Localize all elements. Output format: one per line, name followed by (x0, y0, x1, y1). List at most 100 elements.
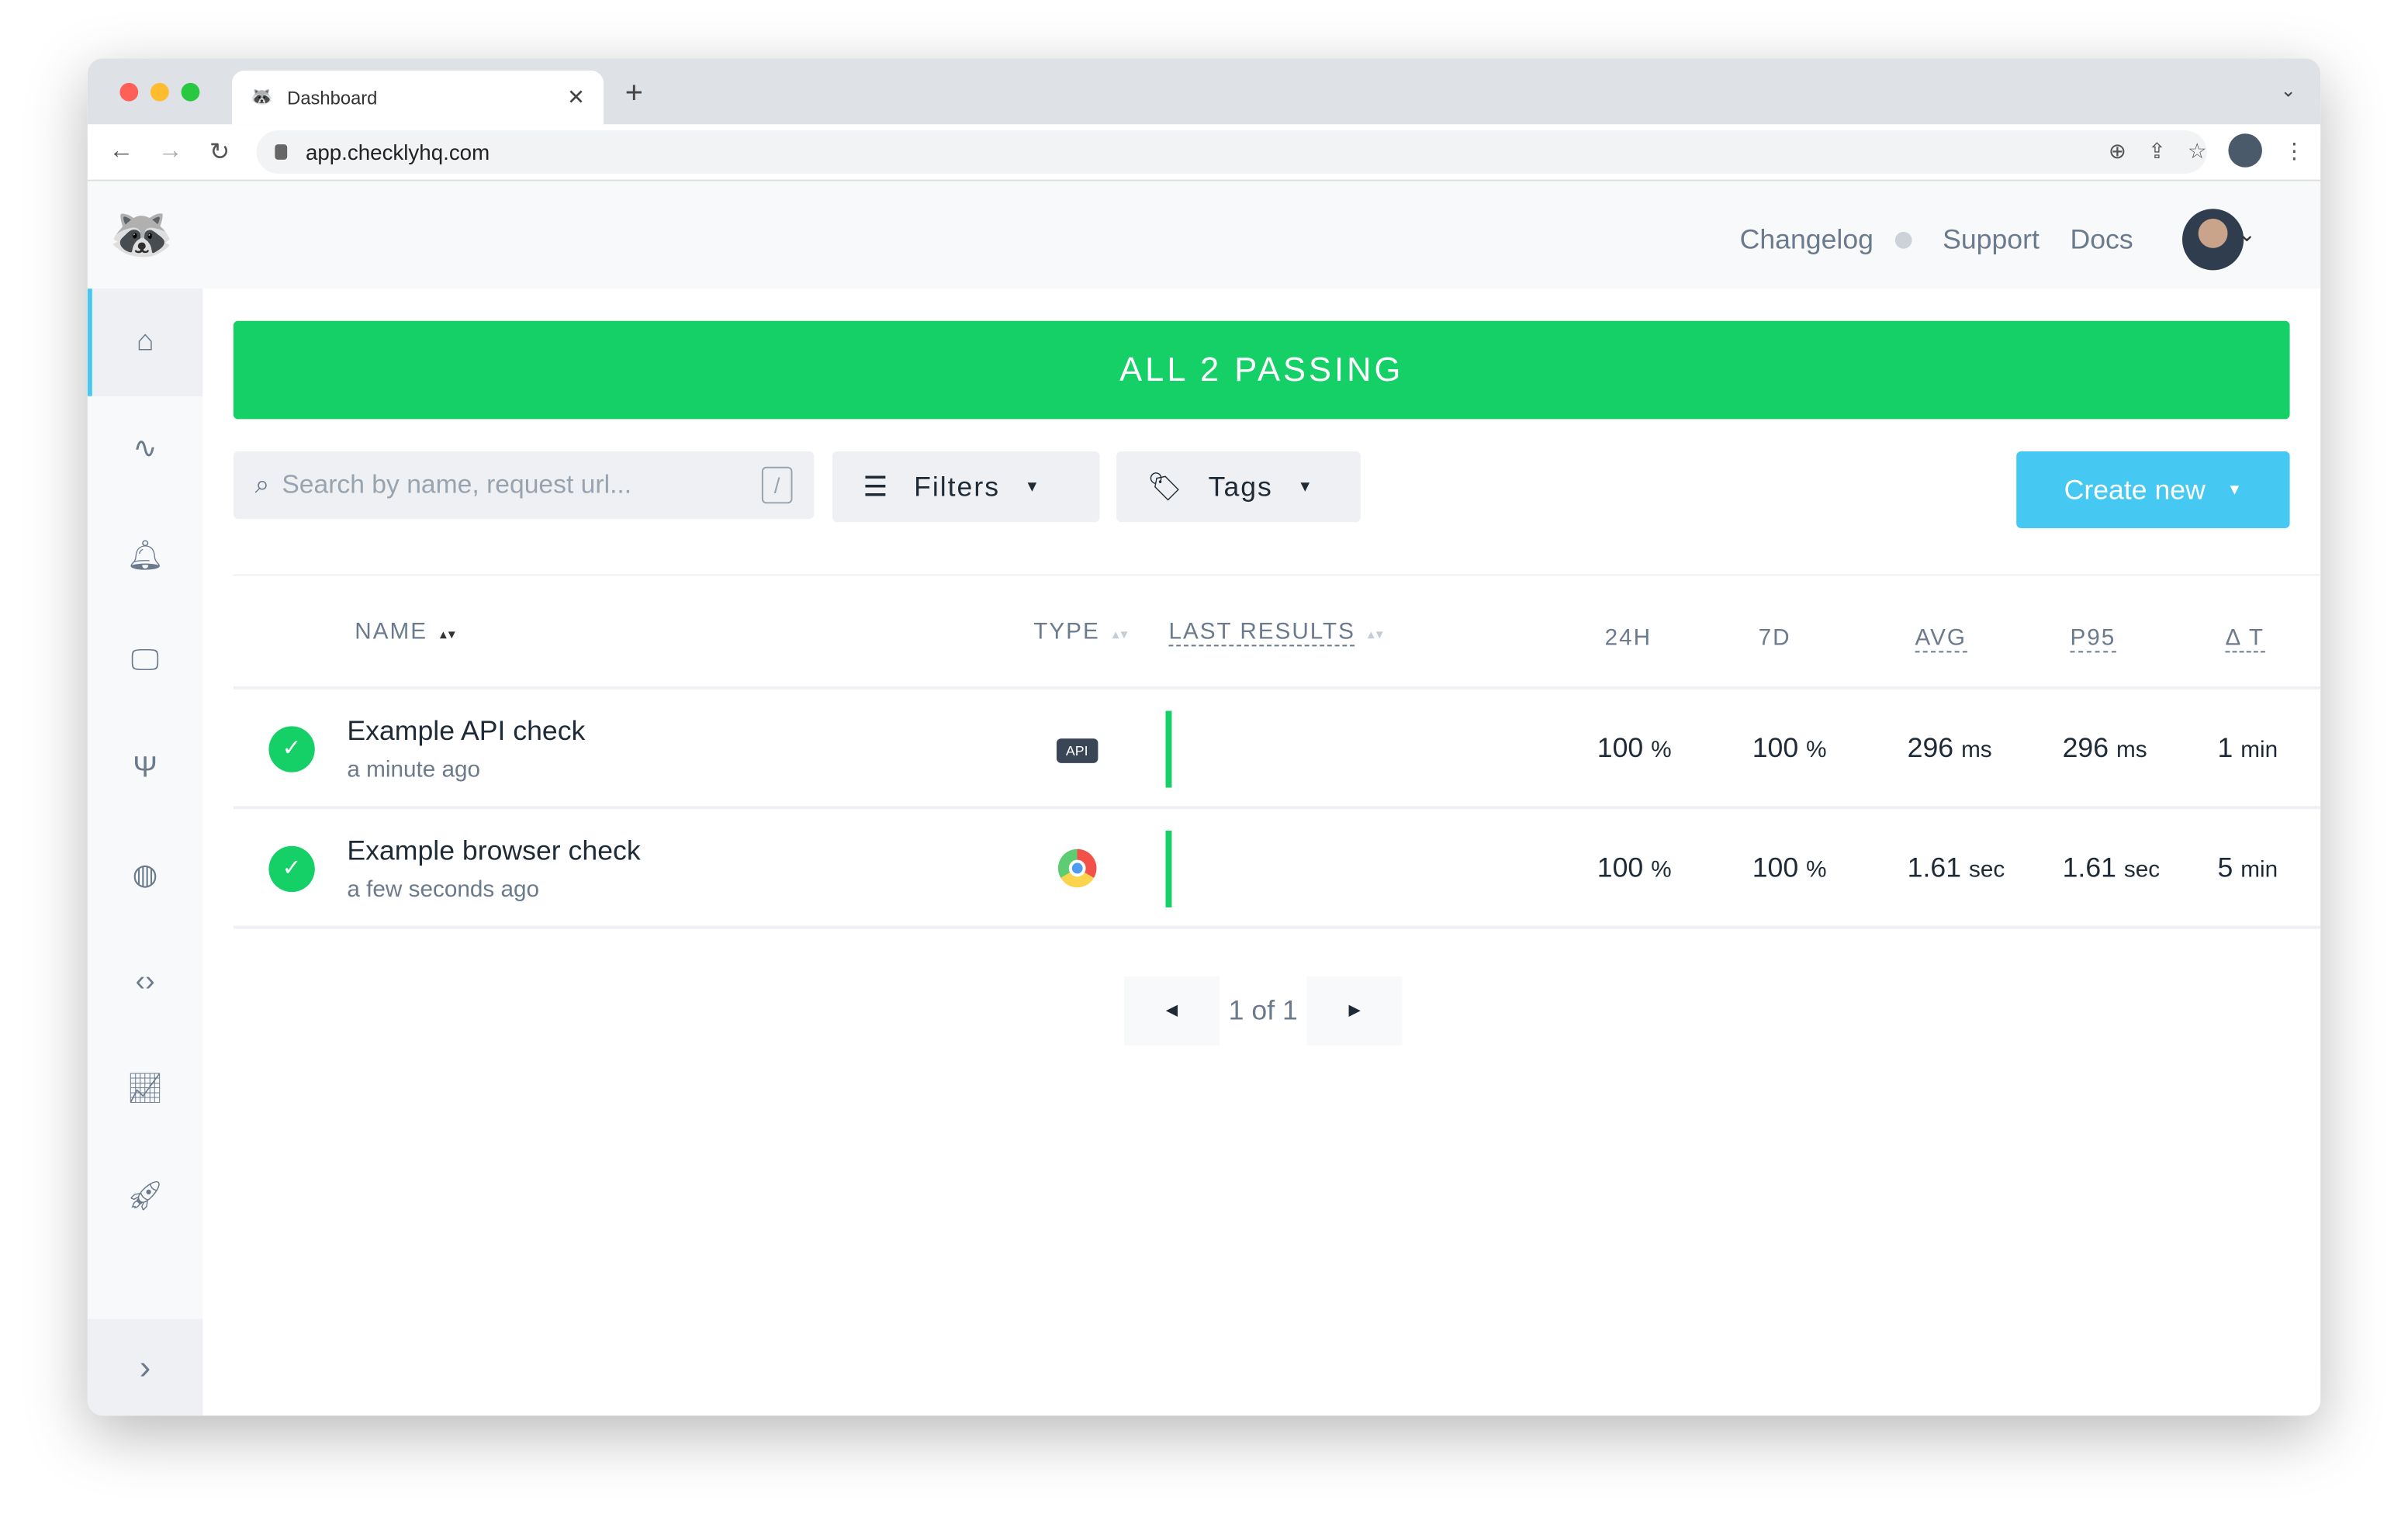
sidebar-item-getting-started[interactable]: 🚀︎ (88, 1142, 202, 1249)
caret-down-icon: ▼ (1024, 478, 1042, 496)
caret-down-icon: ▼ (1297, 478, 1315, 496)
caret-down-icon: ▼ (2226, 481, 2243, 499)
delta-t-value: 1 min (2217, 732, 2278, 763)
api-type-badge: API (1056, 738, 1098, 763)
close-tab-icon[interactable]: ✕ (566, 84, 586, 109)
check-passing-icon: ✓ (268, 726, 315, 772)
sidebar-item-alerts[interactable]: 🔔︎ (88, 502, 202, 609)
profile-avatar[interactable] (2228, 133, 2262, 168)
24h-value: 100 % (1597, 852, 1672, 883)
sidebar-item-integrations[interactable]: Ψ (88, 715, 202, 822)
search-input[interactable]: ⌕ Search by name, request url... / (233, 451, 815, 520)
share-icon[interactable]: ⇪ (2147, 137, 2167, 162)
sidebar-item-dashboards[interactable]: 🖵 (88, 609, 202, 716)
page-indicator: 1 of 1 (1228, 994, 1298, 1026)
delta-t-column-header: Δ T (2225, 624, 2264, 653)
name-column-header[interactable]: NAME ▴▾ (355, 618, 457, 645)
globe-icon: ◍ (132, 859, 158, 892)
address-bar[interactable]: app.checklyhq.com (256, 130, 2207, 174)
support-link[interactable]: Support (1943, 223, 2040, 254)
checks-table: NAME ▴▾ TYPE ▴▾ LAST RESULTS ▴▾ 24H 7D AVG … (233, 574, 2321, 929)
avg-value: 1.61 sec (1907, 852, 2005, 883)
search-shortcut: / (761, 466, 793, 504)
sidebar-item-locations[interactable]: ◍ (88, 822, 202, 929)
sidebar-item-activity[interactable]: ∿ (88, 396, 202, 503)
chrome-browser-icon (1057, 848, 1097, 888)
checkly-logo-icon[interactable]: 🦝 (109, 206, 175, 264)
chevron-down-icon[interactable]: ⌄ (2280, 79, 2296, 102)
search-placeholder: Search by name, request url... (282, 469, 632, 499)
7d-value: 100 % (1752, 732, 1827, 763)
type-column-header[interactable]: TYPE ▴▾ (1033, 618, 1130, 645)
result-bar[interactable] (1165, 830, 1172, 907)
chart-icon: 📈︎ (126, 1073, 164, 1106)
user-avatar[interactable] (2182, 209, 2244, 271)
24h-value: 100 % (1597, 732, 1672, 763)
check-name[interactable]: Example browser check (347, 835, 641, 866)
avg-column-header: AVG (1915, 624, 1967, 653)
maximize-window-button[interactable] (181, 82, 200, 102)
sidebar-item-snippets[interactable]: ‹› (88, 929, 202, 1036)
new-tab-icon[interactable]: + (624, 76, 643, 111)
7d-value: 100 % (1752, 852, 1827, 883)
result-bar[interactable] (1165, 710, 1172, 788)
browser-window: 🦝 Dashboard ✕ + ⌄ ← → ↻ app.checklyhq.co… (87, 58, 2321, 1416)
home-icon: ⌂ (136, 325, 154, 358)
p95-column-header: P95 (2070, 624, 2116, 653)
bell-icon: 🔔︎ (126, 540, 164, 572)
check-passing-icon: ✓ (268, 845, 315, 893)
tab-dashboard[interactable]: 🦝 Dashboard ✕ (231, 71, 604, 125)
sidebar-item-home[interactable]: ⌂ (87, 289, 203, 396)
docs-link[interactable]: Docs (2070, 223, 2133, 254)
close-window-button[interactable] (119, 82, 139, 102)
reload-icon[interactable]: ↻ (209, 140, 230, 166)
expand-sidebar-button[interactable]: › (87, 1318, 203, 1416)
create-new-label: Create new (2064, 473, 2206, 505)
code-icon: ‹› (135, 965, 155, 998)
delta-t-value: 5 min (2217, 852, 2278, 883)
filter-icon: ☰ (863, 470, 890, 502)
rocket-icon: 🚀︎ (126, 1180, 164, 1213)
status-banner: ALL 2 PASSING (233, 320, 2290, 420)
minimize-window-button[interactable] (150, 82, 169, 102)
app-header: 🦝 Changelog Support Docs ⌄ (87, 181, 2321, 289)
main-content: ALL 2 PASSING ⌕ Search by name, request … (233, 320, 2321, 1046)
table-row[interactable]: ✓ Example API check a minute ago API 100… (233, 689, 2321, 810)
changelog-link[interactable]: Changelog (1739, 223, 1873, 254)
search-icon: ⌕ (254, 469, 270, 499)
caret-right-icon: ▶ (1348, 1002, 1361, 1020)
check-name[interactable]: Example API check (347, 715, 586, 747)
table-header: NAME ▴▾ TYPE ▴▾ LAST RESULTS ▴▾ 24H 7D AVG … (233, 575, 2321, 689)
raccoon-favicon-icon: 🦝 (250, 85, 274, 107)
tags-button[interactable]: 🏷︎ Tags ▼ (1116, 451, 1361, 523)
last-results-column-header[interactable]: LAST RESULTS ▴▾ (1168, 618, 1385, 647)
filters-label: Filters (914, 470, 1000, 502)
monitor-icon: 🖵 (130, 645, 160, 678)
sidebar: ⌂ ∿ 🔔︎ 🖵 Ψ ◍ ‹› 📈︎ 🚀︎ › (87, 289, 203, 1416)
chevron-down-icon[interactable]: ⌄ (2237, 221, 2257, 246)
24h-column-header: 24H (1604, 624, 1652, 651)
pagination: ◀ 1 of 1 ▶ (1124, 976, 1403, 1046)
back-icon[interactable]: ← (109, 138, 134, 164)
forward-icon[interactable]: → (157, 138, 183, 164)
activity-icon: ∿ (133, 432, 157, 465)
filters-button[interactable]: ☰ Filters ▼ (832, 451, 1100, 523)
table-row[interactable]: ✓ Example browser check a few seconds ag… (233, 809, 2321, 929)
prev-page-button[interactable]: ◀ (1124, 976, 1220, 1046)
tab-title: Dashboard (287, 86, 378, 109)
zoom-icon[interactable]: ⊕ (2108, 137, 2127, 162)
caret-left-icon: ◀ (1165, 1002, 1178, 1020)
tag-icon: 🏷︎ (1147, 470, 1184, 502)
url-text: app.checklyhq.com (305, 140, 490, 164)
next-page-button[interactable]: ▶ (1306, 976, 1403, 1046)
star-icon[interactable]: ☆ (2187, 137, 2207, 162)
check-last-run: a few seconds ago (347, 876, 540, 904)
create-new-button[interactable]: Create new ▼ (2016, 451, 2290, 528)
sidebar-item-analytics[interactable]: 📈︎ (88, 1035, 202, 1142)
7d-column-header: 7D (1758, 624, 1791, 651)
lock-icon (275, 144, 288, 160)
browser-toolbar: ← → ↻ app.checklyhq.com ⊕ ⇪ ☆ ⋮ (87, 124, 2321, 181)
p95-value: 296 ms (2062, 732, 2147, 763)
menu-icon[interactable]: ⋮ (2283, 137, 2306, 162)
plug-icon: Ψ (133, 752, 157, 785)
